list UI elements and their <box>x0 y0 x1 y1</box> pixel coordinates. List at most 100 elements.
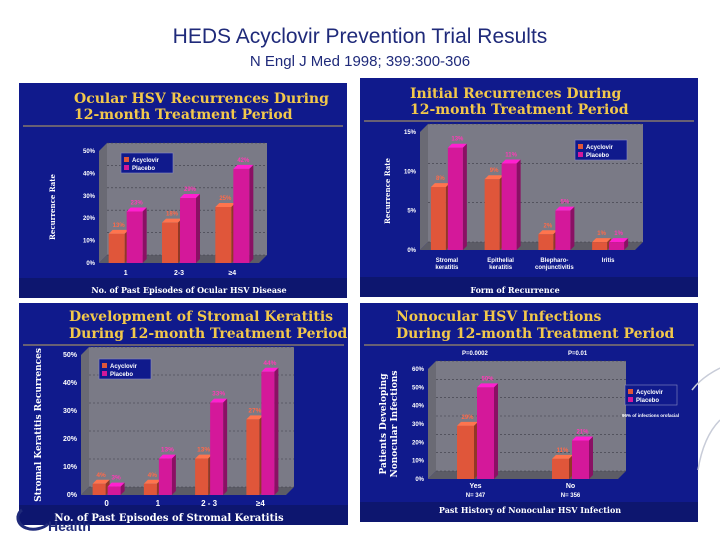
panel-footer-band <box>19 505 348 525</box>
bar-top <box>430 183 450 188</box>
data-label: 44% <box>263 360 276 367</box>
plot-side-wall <box>420 124 428 250</box>
bar-top <box>158 454 176 459</box>
data-label: 25% <box>219 196 232 202</box>
data-label: 13% <box>451 137 464 143</box>
bar-placebo <box>107 486 121 495</box>
logo-text: Health <box>48 518 91 534</box>
note-p-value-yes: P=0.0002 <box>462 351 489 357</box>
legend-box <box>574 139 628 161</box>
y-tick-label: 30% <box>83 194 96 200</box>
bar-acyclovir <box>92 483 106 495</box>
category-sublabel: N= 347 <box>466 493 486 499</box>
bar-placebo <box>501 163 517 250</box>
plot-side-wall <box>81 347 89 495</box>
bar-placebo <box>126 211 143 263</box>
bar-placebo <box>609 242 625 250</box>
data-label: 11% <box>505 152 517 158</box>
bar-top <box>143 479 161 484</box>
data-label: 33% <box>212 391 225 398</box>
bar-top <box>477 383 498 388</box>
bar-acyclovir <box>592 242 608 250</box>
plot-floor <box>81 487 294 495</box>
bar-placebo <box>158 458 172 495</box>
data-label: 13% <box>113 223 126 229</box>
bar-top <box>215 203 236 207</box>
y-axis-label: Recurrence Rate <box>48 174 57 240</box>
category-label: ≥4 <box>228 270 236 277</box>
category-label: Blepharo- <box>540 258 568 264</box>
bar-side <box>494 383 498 479</box>
bar-side <box>570 206 575 250</box>
y-tick-label: 30% <box>412 422 425 428</box>
bar-top <box>538 230 558 235</box>
x-axis-label: No. of Past Episodes of Stromal Keratiti… <box>54 513 284 524</box>
legend-swatch <box>628 397 633 402</box>
legend-label: Acyclovir <box>132 158 160 164</box>
note-orofacial: 96% of infections orofacial <box>622 413 679 418</box>
plot-floor <box>420 242 643 250</box>
legend: Acyclovir Placebo <box>624 384 678 406</box>
legend: Acyclovir Placebo <box>574 139 628 161</box>
page-title: HEDS Acyclovir Prevention Trial Results <box>172 25 548 48</box>
category-label: 2-3 <box>174 270 184 277</box>
data-label: 4% <box>148 472 158 479</box>
chart-title-line-1: Development of Stromal Keratitis <box>69 309 333 325</box>
legend-label: Acyclovir <box>586 145 614 151</box>
category-label: keratitis <box>489 265 513 271</box>
y-tick-label: 20% <box>412 440 425 446</box>
plot-side-wall <box>428 361 436 479</box>
y-tick-label: 5% <box>407 209 416 215</box>
category-label: 1 <box>156 499 161 508</box>
y-tick-label: 20% <box>63 436 78 443</box>
bar-acyclovir <box>552 458 569 479</box>
bar-acyclovir <box>457 425 474 479</box>
legend-swatch <box>628 389 633 394</box>
bar-side <box>171 454 176 495</box>
bar-placebo <box>572 440 589 479</box>
bar-side <box>120 482 125 495</box>
legend-swatch <box>124 157 129 162</box>
x-axis-label: No. of Past Episodes of Ocular HSV Disea… <box>91 285 286 295</box>
legend-box <box>624 384 678 406</box>
bar-placebo <box>261 371 275 495</box>
y-tick-label: 0% <box>86 261 95 267</box>
bar-side <box>462 143 467 250</box>
decorative-swoosh <box>691 367 720 471</box>
y-tick-label: 10% <box>412 459 425 465</box>
data-label: 9% <box>490 168 499 174</box>
category-label: Iritis <box>602 258 615 264</box>
plot-side-wall <box>99 143 107 263</box>
y-axis-label: Stromal Keratitis Recurrences <box>34 348 44 502</box>
bar-side <box>274 367 279 495</box>
legend: Acyclovir Placebo <box>120 152 174 174</box>
y-axis-label: Recurrence Rate <box>383 158 392 224</box>
chart-nonocular-infections: Nonocular HSV Infections During 12-month … <box>360 303 698 522</box>
y-axis-label-line: Nonocular Infections <box>390 371 400 478</box>
y-tick-label: 0% <box>407 248 416 254</box>
panel-footer-band <box>360 502 698 522</box>
bar-top <box>552 454 573 459</box>
chart-title-line-2: 12-month Treatment Period <box>410 102 629 118</box>
legend-swatch <box>102 363 107 368</box>
y-tick-label: 30% <box>63 408 78 415</box>
bar-acyclovir <box>195 458 209 495</box>
legend-box <box>120 152 174 174</box>
bar-acyclovir <box>430 187 446 250</box>
data-label: 27% <box>248 407 261 414</box>
bar-top <box>162 218 182 223</box>
data-label: 13% <box>197 447 210 454</box>
y-axis-label-line: Patients Developing <box>379 373 389 475</box>
bar-top <box>609 238 629 243</box>
bar-placebo <box>447 147 463 250</box>
category-label: Yes <box>469 483 481 490</box>
bar-side <box>624 238 629 250</box>
bar-placebo <box>233 168 250 263</box>
bar-top <box>447 143 467 148</box>
data-label: 13% <box>161 447 174 454</box>
legend-swatch <box>578 152 583 157</box>
legend-label: Placebo <box>636 398 659 404</box>
